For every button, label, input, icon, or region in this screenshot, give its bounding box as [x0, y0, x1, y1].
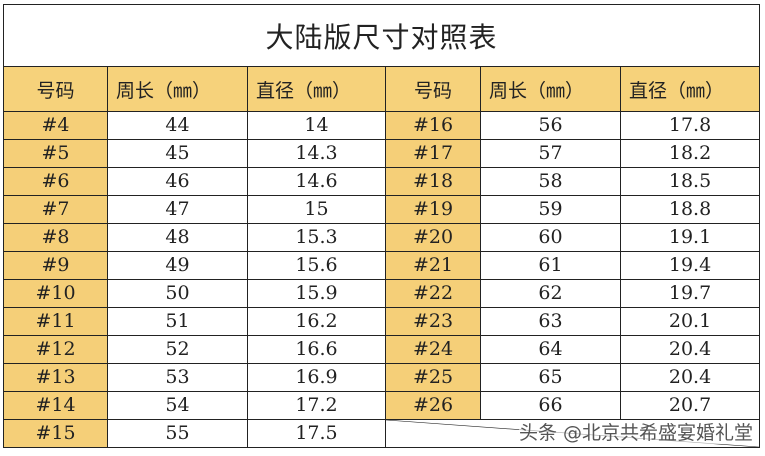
- size-code-cell: #23: [385, 307, 481, 336]
- diameter-cell: 20.4: [619, 335, 761, 364]
- diameter-cell: 16.6: [247, 335, 386, 364]
- diameter-cell: 17.8: [619, 111, 761, 140]
- size-code-cell: #14: [3, 391, 108, 420]
- table-row: #11 51 16.2 #23 63 20.1: [3, 307, 761, 336]
- size-code-cell: #6: [3, 167, 108, 196]
- table-row: #13 53 16.9 #25 65 20.4: [3, 363, 761, 392]
- table-row: #5 45 14.3 #17 57 18.2: [3, 139, 761, 168]
- size-table: 大陆版尺寸对照表 号码 周长（㎜） 直径（㎜） 号码 周长（㎜） 直径（㎜） #…: [2, 4, 761, 448]
- circumference-cell: 53: [107, 363, 248, 392]
- diameter-cell: 18.8: [619, 195, 761, 224]
- size-code-cell: #21: [385, 251, 481, 280]
- diameter-cell: 20.4: [619, 363, 761, 392]
- size-code-cell: #18: [385, 167, 481, 196]
- table-row: #15 55 17.5 头条 @北京共希盛宴婚礼堂: [3, 419, 761, 448]
- diameter-cell: 19.7: [619, 279, 761, 308]
- diameter-cell: 17.5: [247, 419, 386, 448]
- size-chart: 大陆版尺寸对照表 号码 周长（㎜） 直径（㎜） 号码 周长（㎜） 直径（㎜） #…: [2, 4, 761, 448]
- circumference-cell: 47: [107, 195, 248, 224]
- table-title: 大陆版尺寸对照表: [2, 4, 761, 67]
- diameter-cell: 20.1: [619, 307, 761, 336]
- size-code-cell: #22: [385, 279, 481, 308]
- diameter-cell: 20.7: [619, 391, 761, 420]
- diameter-cell: 16.2: [247, 307, 386, 336]
- circumference-cell: 46: [107, 167, 248, 196]
- diameter-cell: 18.2: [619, 139, 761, 168]
- circumference-cell: 60: [480, 223, 621, 252]
- table-row: #6 46 14.6 #18 58 18.5: [3, 167, 761, 196]
- circumference-cell: 66: [480, 391, 621, 420]
- diameter-cell: 14.3: [247, 139, 386, 168]
- diameter-cell: 14: [247, 111, 386, 140]
- circumference-cell: 56: [480, 111, 621, 140]
- circumference-cell: 54: [107, 391, 248, 420]
- size-code-cell: #17: [385, 139, 481, 168]
- diameter-cell: 15.3: [247, 223, 386, 252]
- size-code-cell: #19: [385, 195, 481, 224]
- size-code-cell: #12: [3, 335, 108, 364]
- circumference-cell: 44: [107, 111, 248, 140]
- table-row: #7 47 15 #19 59 18.8: [3, 195, 761, 224]
- size-code-cell: #20: [385, 223, 481, 252]
- table-row: #12 52 16.6 #24 64 20.4: [3, 335, 761, 364]
- header-code: 号码: [385, 66, 481, 112]
- diameter-cell: 17.2: [247, 391, 386, 420]
- table-row: #14 54 17.2 #26 66 20.7: [3, 391, 761, 420]
- header-diameter: 直径（㎜）: [619, 66, 761, 112]
- table-row: #10 50 15.9 #22 62 19.7: [3, 279, 761, 308]
- circumference-cell: 50: [107, 279, 248, 308]
- size-code-cell: #25: [385, 363, 481, 392]
- circumference-cell: 49: [107, 251, 248, 280]
- header-code: 号码: [3, 66, 108, 112]
- circumference-cell: 59: [480, 195, 621, 224]
- circumference-cell: 52: [107, 335, 248, 364]
- size-code-cell: #4: [3, 111, 108, 140]
- circumference-cell: 58: [480, 167, 621, 196]
- diameter-cell: 19.4: [619, 251, 761, 280]
- table-row: #8 48 15.3 #20 60 19.1: [3, 223, 761, 252]
- circumference-cell: 62: [480, 279, 621, 308]
- diameter-cell: 15: [247, 195, 386, 224]
- header-circumference: 周长（㎜）: [480, 66, 621, 112]
- table-row: #9 49 15.6 #21 61 19.4: [3, 251, 761, 280]
- size-code-cell: #11: [3, 307, 108, 336]
- circumference-cell: 63: [480, 307, 621, 336]
- diameter-cell: 18.5: [619, 167, 761, 196]
- header-row: 号码 周长（㎜） 直径（㎜） 号码 周长（㎜） 直径（㎜）: [3, 66, 761, 112]
- circumference-cell: 45: [107, 139, 248, 168]
- circumference-cell: 48: [107, 223, 248, 252]
- size-code-cell: #26: [385, 391, 481, 420]
- diameter-cell: 16.9: [247, 363, 386, 392]
- size-code-cell: #9: [3, 251, 108, 280]
- circumference-cell: 61: [480, 251, 621, 280]
- size-code-cell: #10: [3, 279, 108, 308]
- size-code-cell: #15: [3, 419, 108, 448]
- watermark-cell: 头条 @北京共希盛宴婚礼堂: [384, 419, 761, 448]
- size-code-cell: #24: [385, 335, 481, 364]
- table-row: #4 44 14 #16 56 17.8: [3, 111, 761, 140]
- circumference-cell: 57: [480, 139, 621, 168]
- header-circumference: 周长（㎜）: [107, 66, 248, 112]
- circumference-cell: 55: [107, 419, 248, 448]
- diameter-cell: 19.1: [619, 223, 761, 252]
- size-code-cell: #8: [3, 223, 108, 252]
- circumference-cell: 51: [107, 307, 248, 336]
- diameter-cell: 14.6: [247, 167, 386, 196]
- circumference-cell: 64: [480, 335, 621, 364]
- size-code-cell: #5: [3, 139, 108, 168]
- diameter-cell: 15.9: [247, 279, 386, 308]
- circumference-cell: 65: [480, 363, 621, 392]
- header-diameter: 直径（㎜）: [247, 66, 386, 112]
- diameter-cell: 15.6: [247, 251, 386, 280]
- size-code-cell: #16: [385, 111, 481, 140]
- size-code-cell: #13: [3, 363, 108, 392]
- size-code-cell: #7: [3, 195, 108, 224]
- watermark-text: 头条 @北京共希盛宴婚礼堂: [519, 422, 754, 444]
